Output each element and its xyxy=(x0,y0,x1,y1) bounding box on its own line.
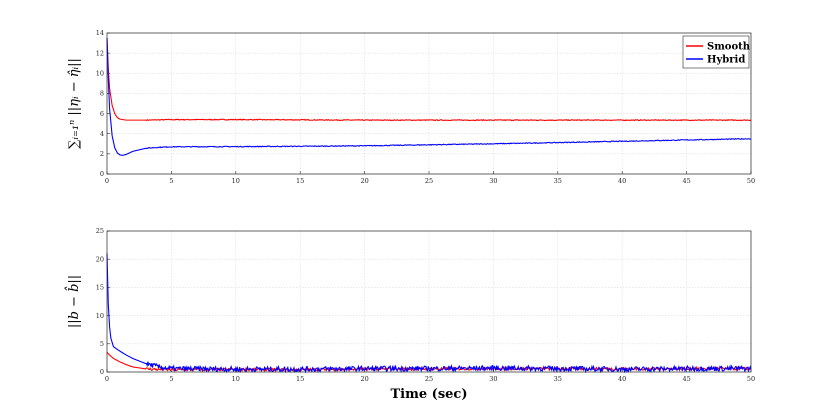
x-tick-label: 10 xyxy=(232,375,240,383)
x-tick-label: 50 xyxy=(747,375,755,383)
grid xyxy=(106,230,752,373)
subplot-bias-error: 0 5 10 15 20 25 30 35 40 45 50 0 5 10 15 20 25 ||b − b̂… xyxy=(64,227,755,402)
x-tick-label: 30 xyxy=(489,375,497,383)
legend: Smooth Hybrid xyxy=(682,35,751,69)
axes-box xyxy=(106,230,752,373)
y-tick-label: 14 xyxy=(96,29,104,37)
y-tick-label: 25 xyxy=(96,227,104,235)
series-line-smooth xyxy=(106,38,752,122)
legend-label-smooth: Smooth xyxy=(707,42,751,53)
x-tick-label: 25 xyxy=(425,177,433,185)
y-axis-label: ||b − b̂|| xyxy=(64,275,82,328)
series-line-hybrid xyxy=(106,38,752,156)
y-tick-label: 0 xyxy=(100,170,104,178)
y-tick-label: 12 xyxy=(96,49,104,57)
x-tick-label: 40 xyxy=(618,177,626,185)
axes-box xyxy=(106,32,752,175)
series-layer xyxy=(106,253,752,374)
y-tick-label: 4 xyxy=(100,130,104,138)
x-axis-label: Time (sec) xyxy=(391,387,468,402)
grid xyxy=(106,32,752,175)
y-tick-label: 0 xyxy=(100,368,104,376)
x-tick-label: 30 xyxy=(489,177,497,185)
legend-label-hybrid: Hybrid xyxy=(707,55,745,66)
x-tick-label: 10 xyxy=(232,177,240,185)
subplot-estimation-error: 0 5 10 15 20 25 30 35 40 45 50 0 2 4 6 8 10 12 14 ∑ᵢ₌₁ⁿ |… xyxy=(67,29,755,185)
x-tick-label: 0 xyxy=(105,375,109,383)
y-tick-label: 5 xyxy=(100,340,104,348)
y-tick-label: 6 xyxy=(100,110,104,118)
x-tick-label: 20 xyxy=(360,177,368,185)
y-tick-labels: 0 2 4 6 8 10 12 14 xyxy=(96,29,104,178)
series-layer xyxy=(106,38,752,156)
y-tick-label: 20 xyxy=(96,255,104,263)
y-tick-label: 10 xyxy=(96,312,104,320)
x-tick-label: 45 xyxy=(682,177,690,185)
x-tick-label: 25 xyxy=(425,375,433,383)
x-tick-label: 0 xyxy=(105,177,109,185)
x-tick-label: 5 xyxy=(169,375,173,383)
y-tick-label: 2 xyxy=(100,150,104,158)
x-tick-label: 20 xyxy=(360,375,368,383)
y-tick-label: 10 xyxy=(96,69,104,77)
x-tick-labels: 0 5 10 15 20 25 30 35 40 45 50 xyxy=(105,177,755,185)
x-tick-label: 35 xyxy=(554,177,562,185)
x-tick-label: 45 xyxy=(682,375,690,383)
x-tick-label: 5 xyxy=(169,177,173,185)
x-tick-label: 15 xyxy=(296,375,304,383)
y-tick-label: 15 xyxy=(96,284,104,292)
y-axis-label: ∑ᵢ₌₁ⁿ ||ηᵢ − η̂ᵢ|| xyxy=(67,58,82,149)
x-tick-labels: 0 5 10 15 20 25 30 35 40 45 50 xyxy=(105,375,755,383)
x-tick-label: 35 xyxy=(554,375,562,383)
y-tick-label: 8 xyxy=(100,90,104,98)
x-tick-label: 40 xyxy=(618,375,626,383)
x-tick-label: 50 xyxy=(747,177,755,185)
x-tick-label: 15 xyxy=(296,177,304,185)
y-tick-labels: 0 5 10 15 20 25 xyxy=(96,227,104,376)
series-line-hybrid xyxy=(106,253,752,374)
